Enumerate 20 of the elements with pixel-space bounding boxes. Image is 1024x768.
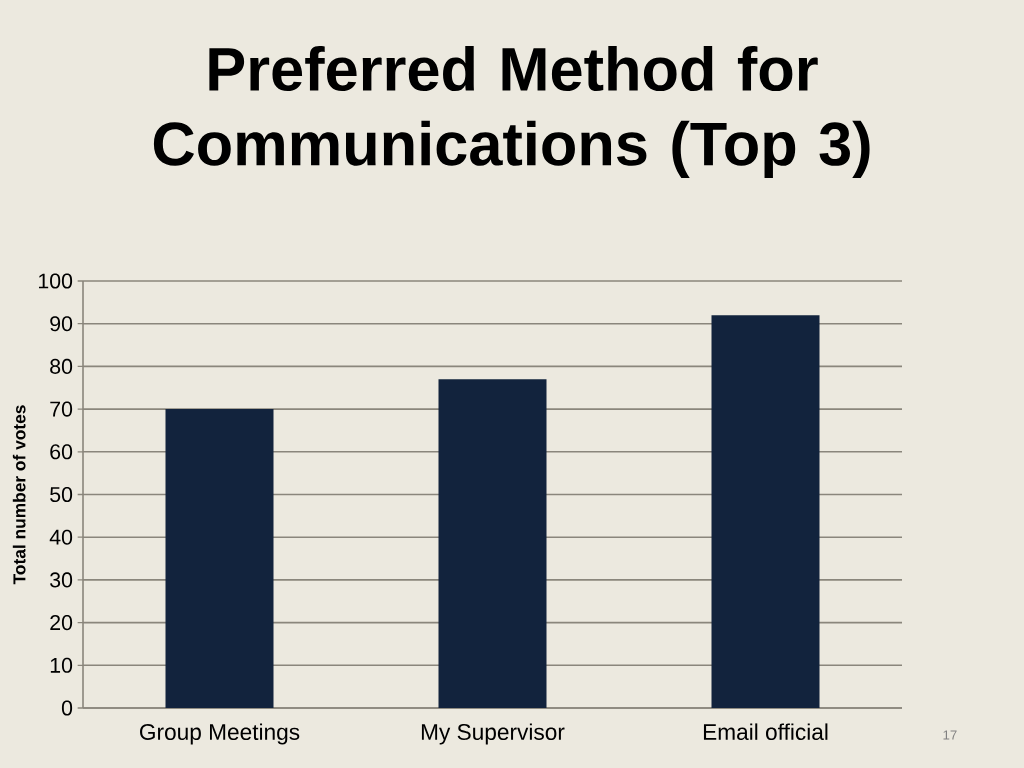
y-tick-label: 90	[50, 316, 73, 332]
bar	[438, 379, 547, 708]
y-tick-label: 70	[50, 401, 73, 417]
x-tick-label: My Supervisor	[421, 723, 565, 745]
y-tick-label: 60	[50, 444, 73, 460]
y-tick-label: 100	[38, 273, 73, 289]
text: 17	[943, 730, 957, 740]
x-tick-label: Group Meetings	[140, 723, 300, 745]
y-tick-label: 20	[50, 615, 73, 631]
bar	[165, 409, 274, 708]
bar	[711, 315, 820, 708]
y-tick-label: 10	[50, 657, 73, 673]
chart-title: Preferred Method for Communications (Top 3)	[153, 46, 870, 178]
y-tick-label: 50	[50, 486, 73, 503]
y-tick-label: 40	[49, 529, 73, 545]
y-tick-label: 30	[50, 572, 73, 588]
y-tick-label: 0	[61, 700, 73, 716]
y-tick-label: 80	[50, 358, 73, 374]
x-tick-label: Email official	[703, 723, 828, 741]
y-axis-title: Total number of votes	[12, 405, 26, 585]
